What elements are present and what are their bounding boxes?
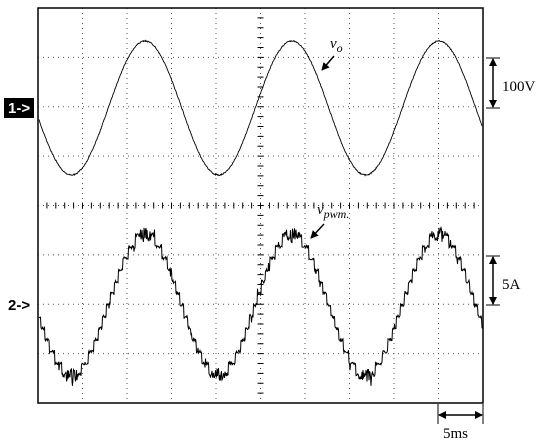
grid [37,7,484,404]
label-vpwm: vpwm. [317,202,349,221]
marker-1: 1-> [8,100,30,117]
trace-vo [38,39,483,177]
label-vpwm-sub: pwm. [323,207,350,221]
label-vo-main: v [330,36,337,52]
screen-border [37,7,484,404]
arrow-vpwm [310,223,325,239]
scale-time: 5ms [443,426,468,442]
label-vpwm-main: v [317,202,324,218]
marker-2: 2-> [8,297,30,314]
label-vo-sub: o [337,41,343,55]
scale-voltage: 100V [502,79,536,95]
trace-vpwm [38,225,483,386]
marker-1-box [4,98,34,118]
scale-current: 5A [502,277,521,293]
arrow-vo [321,55,335,71]
label-vo: vo [330,36,343,55]
